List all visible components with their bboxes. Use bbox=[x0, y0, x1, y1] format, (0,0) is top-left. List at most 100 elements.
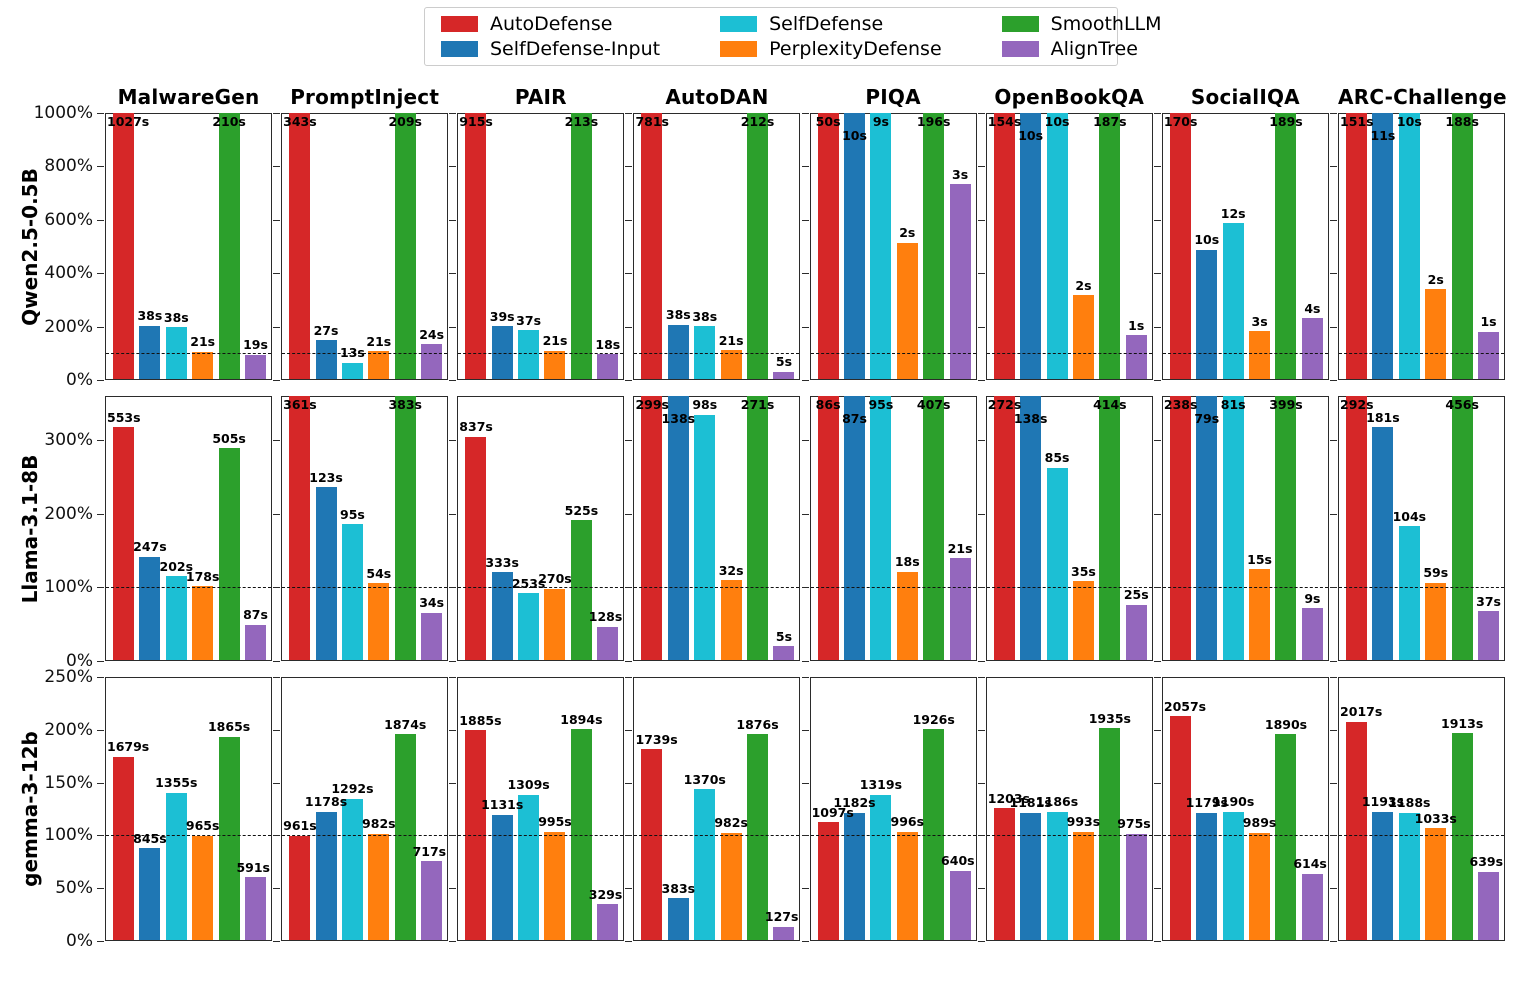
bar-SelfDefense bbox=[165, 792, 187, 940]
bar-time-label: 10s bbox=[1018, 128, 1044, 143]
bar-time-label: 188s bbox=[1445, 114, 1479, 129]
ytick-mark bbox=[977, 888, 985, 890]
bar-time-label: 614s bbox=[1293, 856, 1327, 872]
bar-time-label: 21s bbox=[366, 333, 392, 349]
ytick-label: 200% bbox=[44, 719, 93, 740]
bar-SelfDefense-Input bbox=[1372, 113, 1394, 379]
ytick-mark bbox=[625, 661, 633, 662]
panel-Qwen2.5-0.5B-PAIR: 915s 39s 37s 21s 213s 18s bbox=[457, 113, 625, 380]
panel-Llama-3.1-8B-SocialIQA: 238s 79s 81s 15s 399s 9s bbox=[1161, 396, 1329, 661]
bar-time-label: 213s bbox=[564, 114, 599, 129]
ytick-label: 200% bbox=[44, 316, 93, 337]
ytick-mark bbox=[273, 113, 281, 114]
bar-time-label: 11s bbox=[1370, 128, 1396, 143]
panel-gemma-3-12b-SocialIQA: 2057s 1179s 1190s 989s 1890s 614s bbox=[1161, 677, 1329, 941]
bar-time-label: 965s bbox=[185, 818, 220, 834]
ytick-mark bbox=[625, 729, 633, 731]
baseline-100pct bbox=[810, 586, 976, 588]
ytick-mark bbox=[977, 782, 985, 784]
panel-Qwen2.5-0.5B-MalwareGen: 1027s 38s 38s 21s 210s 19s bbox=[105, 113, 272, 380]
bar-time-label: 189s bbox=[1269, 114, 1303, 129]
bar-SelfDefense bbox=[1222, 223, 1244, 379]
baseline-100pct bbox=[1162, 835, 1328, 836]
bar-time-label: 1876s bbox=[736, 717, 779, 733]
bar-SelfDefense-Input bbox=[315, 811, 337, 940]
ytick-label: 800% bbox=[44, 156, 93, 177]
bar-AlignTree bbox=[245, 624, 266, 660]
bar-AlignTree bbox=[421, 612, 443, 660]
ytick-mark bbox=[1330, 677, 1338, 678]
bar-time-label: 407s bbox=[916, 397, 951, 412]
bar-time-label: 1890s bbox=[1264, 717, 1308, 733]
ytick-mark bbox=[97, 835, 104, 837]
bar-time-label: 1319s bbox=[859, 777, 903, 793]
bar-PerplexityDefense bbox=[368, 351, 390, 379]
ytick-mark bbox=[1330, 835, 1338, 837]
bar-time-label: 253s bbox=[511, 575, 546, 591]
baseline-100pct bbox=[282, 352, 448, 354]
ytick-mark bbox=[273, 273, 281, 275]
ytick-mark bbox=[977, 587, 985, 589]
baseline-100pct bbox=[458, 352, 624, 354]
baseline-100pct bbox=[810, 352, 976, 354]
bar-AutoDefense bbox=[113, 427, 134, 660]
bar-time-label: 989s bbox=[1242, 815, 1277, 831]
bar-time-label: 87s bbox=[842, 411, 867, 426]
ytick-mark bbox=[449, 661, 457, 662]
bar-time-label: 1913s bbox=[1441, 715, 1484, 731]
row-label-Qwen2.5-0.5B: Qwen2.5-0.5B bbox=[18, 167, 42, 326]
bar-SmoothLLM bbox=[747, 396, 769, 660]
baseline-100pct bbox=[282, 835, 448, 836]
bar-time-label: 151s bbox=[1340, 114, 1374, 129]
bar-time-label: 1874s bbox=[384, 717, 427, 733]
bar-AutoDefense bbox=[1169, 716, 1191, 940]
bar-AlignTree bbox=[949, 184, 971, 379]
bar-time-label: 343s bbox=[283, 114, 317, 129]
ytick-label: 0% bbox=[66, 651, 93, 671]
baseline-100pct bbox=[986, 835, 1152, 836]
ytick-mark bbox=[625, 677, 633, 678]
baseline-100pct bbox=[634, 586, 800, 588]
ytick-mark bbox=[977, 113, 985, 114]
bar-PerplexityDefense bbox=[1249, 331, 1271, 379]
selfdefense-swatch-icon bbox=[720, 16, 758, 33]
baseline-100pct bbox=[458, 586, 624, 588]
bar-time-label: 104s bbox=[1392, 508, 1427, 524]
bar-time-label: 1188s bbox=[1388, 795, 1431, 811]
bar-time-label: 456s bbox=[1445, 397, 1479, 412]
bar-AlignTree bbox=[773, 926, 795, 940]
bar-time-label: 98s bbox=[692, 397, 718, 413]
bar-AlignTree bbox=[1125, 833, 1147, 940]
bar-time-label: 27s bbox=[313, 322, 339, 338]
bar-time-label: 15s bbox=[1247, 551, 1272, 567]
bar-AlignTree bbox=[1301, 318, 1323, 379]
ytick-mark bbox=[449, 888, 457, 890]
ytick-mark bbox=[97, 677, 104, 678]
bar-AutoDefense bbox=[1169, 113, 1191, 379]
baseline-100pct bbox=[810, 835, 976, 836]
bar-SmoothLLM bbox=[394, 396, 416, 660]
ytick-mark bbox=[801, 513, 809, 515]
ytick-mark bbox=[1153, 835, 1161, 837]
bar-SelfDefense bbox=[1222, 811, 1244, 940]
ytick-mark bbox=[1330, 326, 1338, 328]
ytick-mark bbox=[625, 219, 633, 221]
bar-AlignTree bbox=[1478, 331, 1500, 379]
ytick-mark bbox=[625, 941, 633, 942]
bar-SmoothLLM bbox=[1099, 396, 1121, 660]
baseline-100pct bbox=[1339, 586, 1505, 588]
bar-SmoothLLM bbox=[570, 113, 592, 379]
bar-SelfDefense-Input bbox=[139, 556, 161, 660]
ytick-mark bbox=[449, 677, 457, 678]
bar-SelfDefense-Input bbox=[139, 848, 161, 940]
bar-PerplexityDefense bbox=[1425, 289, 1447, 379]
bar-time-label: 181s bbox=[1366, 409, 1400, 425]
bar-time-label: 591s bbox=[236, 859, 270, 875]
ytick-mark bbox=[1153, 113, 1161, 114]
bar-time-label: 95s bbox=[340, 507, 365, 523]
bar-time-label: 5s bbox=[775, 628, 793, 644]
ytick-mark bbox=[1153, 677, 1161, 678]
bar-SmoothLLM bbox=[394, 113, 416, 379]
bar-time-label: 154s bbox=[987, 114, 1022, 129]
panel-title-PAIR: PAIR bbox=[514, 85, 567, 109]
